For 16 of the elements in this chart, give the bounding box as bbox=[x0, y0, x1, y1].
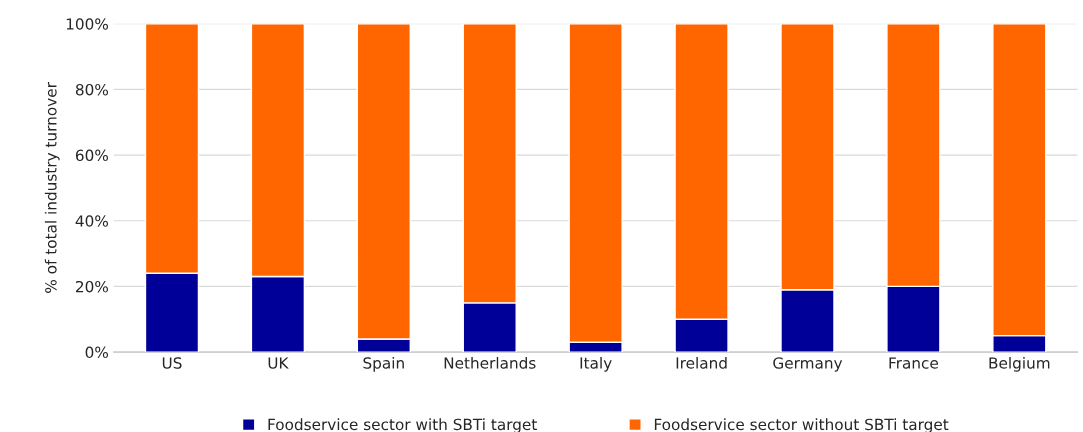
x-tick-label: Ireland bbox=[676, 356, 727, 369]
x-tick-label: Netherlands bbox=[444, 356, 536, 369]
y-tick-label: 40% bbox=[75, 215, 109, 227]
x-tick-label: Italy bbox=[580, 356, 612, 372]
x-tick-label: Belgium bbox=[989, 356, 1050, 372]
x-tick-label: France bbox=[889, 357, 938, 369]
y-axis-title: % of total industry turnover bbox=[44, 82, 60, 293]
y-tick-label: 20% bbox=[76, 280, 109, 293]
x-tick-label: UK bbox=[268, 357, 289, 369]
y-tick-label: 60% bbox=[75, 149, 109, 162]
x-tick-label: US bbox=[162, 357, 182, 369]
y-tick-label: 0% bbox=[85, 346, 109, 359]
y-tick-label: 100% bbox=[66, 18, 109, 30]
x-tick-label: Germany bbox=[773, 357, 843, 372]
y-tick-label: 80% bbox=[75, 83, 109, 96]
x-tick-label: Spain bbox=[363, 356, 404, 372]
